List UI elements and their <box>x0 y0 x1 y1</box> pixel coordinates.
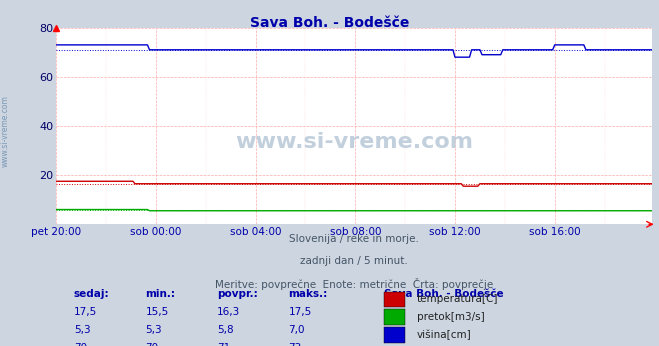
Bar <box>384 309 405 325</box>
Text: Slovenija / reke in morje.: Slovenija / reke in morje. <box>289 234 419 244</box>
Text: povpr.:: povpr.: <box>217 290 258 299</box>
Bar <box>384 327 405 343</box>
Text: višina[cm]: višina[cm] <box>417 330 472 340</box>
Text: 15,5: 15,5 <box>146 307 169 317</box>
Text: min.:: min.: <box>146 290 175 299</box>
Bar <box>384 292 405 307</box>
Text: 70: 70 <box>146 343 159 346</box>
Text: 16,3: 16,3 <box>217 307 241 317</box>
Text: temperatura[C]: temperatura[C] <box>417 294 498 304</box>
Text: Sava Boh. - Bodešče: Sava Boh. - Bodešče <box>384 290 503 299</box>
Text: Meritve: povprečne  Enote: metrične  Črta: povprečje: Meritve: povprečne Enote: metrične Črta:… <box>215 279 494 290</box>
Text: www.si-vreme.com: www.si-vreme.com <box>235 132 473 152</box>
Text: 5,3: 5,3 <box>74 325 90 335</box>
Text: 73: 73 <box>289 343 302 346</box>
Text: pretok[m3/s]: pretok[m3/s] <box>417 312 484 322</box>
Text: 7,0: 7,0 <box>289 325 305 335</box>
Text: sedaj:: sedaj: <box>74 290 109 299</box>
Text: zadnji dan / 5 minut.: zadnji dan / 5 minut. <box>301 256 408 266</box>
Text: Sava Boh. - Bodešče: Sava Boh. - Bodešče <box>250 16 409 29</box>
Text: www.si-vreme.com: www.si-vreme.com <box>1 95 10 167</box>
Text: maks.:: maks.: <box>289 290 328 299</box>
Text: 17,5: 17,5 <box>289 307 312 317</box>
Text: 71: 71 <box>217 343 230 346</box>
Text: 17,5: 17,5 <box>74 307 97 317</box>
Text: 70: 70 <box>74 343 87 346</box>
Text: 5,8: 5,8 <box>217 325 234 335</box>
Text: 5,3: 5,3 <box>146 325 162 335</box>
